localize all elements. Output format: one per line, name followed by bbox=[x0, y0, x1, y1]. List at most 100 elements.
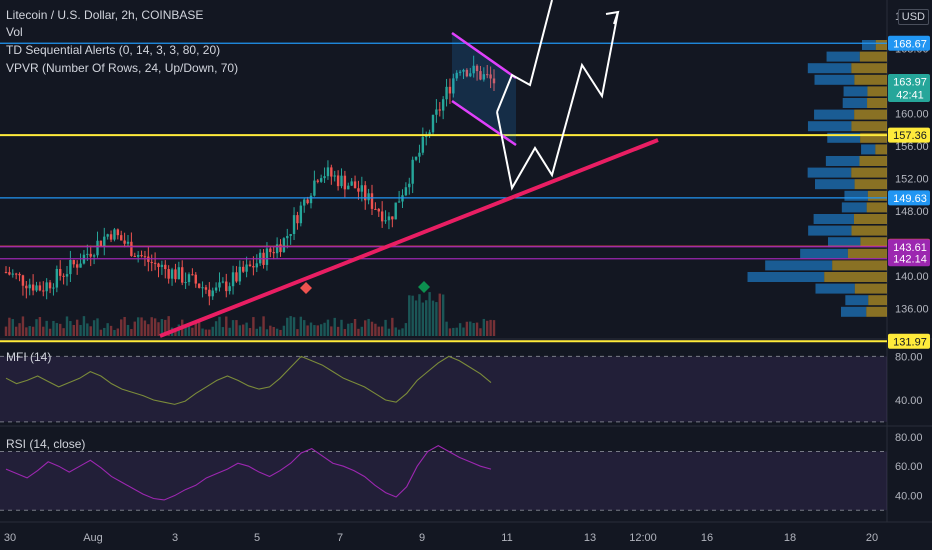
volume-profile-down-bar bbox=[851, 121, 887, 132]
volume-bar bbox=[489, 319, 492, 336]
volume-bar bbox=[377, 326, 380, 336]
volume-bar bbox=[401, 328, 404, 336]
candle-body bbox=[343, 175, 347, 190]
price-badge-label: 131.97 bbox=[893, 336, 927, 348]
volume-bar bbox=[462, 327, 465, 336]
price-badge-bg bbox=[888, 190, 930, 206]
volume-bar bbox=[303, 320, 306, 336]
candle-body bbox=[482, 74, 486, 80]
volume-bar bbox=[486, 320, 489, 336]
volume-bar bbox=[42, 326, 45, 336]
volume-bar bbox=[214, 321, 218, 336]
candle-body bbox=[248, 264, 252, 267]
candle-body bbox=[238, 266, 242, 282]
volume-bar bbox=[445, 321, 448, 336]
candle-body bbox=[150, 261, 153, 263]
candle-body bbox=[48, 282, 52, 289]
candle-body bbox=[136, 255, 140, 257]
candle-body bbox=[316, 180, 319, 182]
volume-bar bbox=[336, 326, 340, 336]
price-badge-bg bbox=[888, 333, 930, 349]
volume-bar bbox=[326, 319, 330, 336]
volume-profile-up-bar bbox=[814, 179, 855, 190]
volume-profile-up-bar bbox=[814, 74, 855, 85]
candle-body bbox=[72, 260, 75, 265]
volume-profile-down-bar bbox=[860, 132, 887, 143]
candle-body bbox=[143, 256, 147, 258]
candle-body bbox=[258, 252, 262, 264]
volume-bar bbox=[313, 325, 316, 336]
candle-body bbox=[489, 74, 492, 79]
volume-bar bbox=[408, 295, 411, 336]
candle-body bbox=[306, 199, 309, 204]
price-badge: 143.61 bbox=[888, 239, 930, 255]
volume-bar bbox=[99, 329, 103, 336]
volume-profile-up-bar bbox=[861, 144, 876, 155]
candle-body bbox=[28, 284, 31, 289]
price-badge-label: 163.97 bbox=[893, 76, 927, 88]
rsi-tick-label: 80.00 bbox=[895, 432, 923, 444]
volume-bar bbox=[364, 320, 367, 336]
candle-body bbox=[140, 255, 143, 257]
volume-profile-up-bar bbox=[807, 167, 852, 178]
volume-bar bbox=[126, 324, 130, 336]
currency-label[interactable]: USD bbox=[897, 9, 929, 25]
candle-body bbox=[208, 289, 211, 297]
volume-bar bbox=[299, 316, 303, 336]
candle-body bbox=[397, 201, 401, 203]
volume-bar bbox=[272, 326, 275, 336]
volume-bar bbox=[204, 329, 208, 336]
volume-bar bbox=[252, 317, 255, 336]
candle-body bbox=[445, 86, 448, 100]
volume-profile-up-bar bbox=[844, 190, 868, 201]
candle-body bbox=[235, 272, 238, 282]
volume-bar bbox=[62, 328, 65, 336]
candle-body bbox=[89, 253, 92, 257]
volume-bar bbox=[167, 316, 170, 336]
candle-body bbox=[384, 220, 387, 222]
volume-bar bbox=[109, 325, 113, 336]
volume-bar bbox=[52, 320, 55, 336]
volume-bar bbox=[269, 325, 272, 336]
candle-body bbox=[153, 262, 157, 264]
volume-bar bbox=[452, 327, 455, 336]
candle-body bbox=[69, 260, 72, 275]
volume-profile-up-bar bbox=[765, 260, 833, 271]
price-tick-label: 160.00 bbox=[895, 109, 929, 121]
volume-profile-down-bar bbox=[867, 190, 887, 201]
time-tick-label: 3 bbox=[172, 532, 178, 544]
candle-body bbox=[350, 181, 353, 186]
candle-body bbox=[86, 253, 89, 255]
volume-bar bbox=[18, 323, 21, 336]
volume-bar bbox=[353, 318, 357, 336]
candle-body bbox=[167, 269, 170, 279]
volume-bar bbox=[374, 323, 377, 336]
volume-bar bbox=[360, 326, 364, 336]
candle-body bbox=[330, 167, 333, 177]
price-badge: 142.14 bbox=[888, 251, 930, 267]
volume-bar bbox=[319, 324, 323, 336]
candle-body bbox=[52, 287, 55, 289]
price-badge: 131.97 bbox=[888, 333, 930, 349]
volume-bar bbox=[235, 320, 238, 336]
candle-body bbox=[431, 114, 435, 133]
candle-body bbox=[160, 264, 164, 268]
volume-profile-up-bar bbox=[815, 283, 855, 294]
volume-bar bbox=[25, 327, 28, 336]
candle-body bbox=[357, 188, 360, 192]
candle-body bbox=[228, 286, 231, 292]
candle-body bbox=[184, 282, 187, 284]
candle-body bbox=[31, 284, 35, 291]
candle-body bbox=[103, 236, 106, 247]
candle-body bbox=[106, 234, 109, 237]
volume-bar bbox=[238, 325, 242, 336]
candle-body bbox=[59, 268, 62, 276]
volume-bar bbox=[123, 316, 126, 336]
volume-bar bbox=[448, 328, 452, 336]
volume-bar bbox=[75, 319, 79, 336]
candle-body bbox=[292, 215, 296, 234]
vpvr-legend: VPVR (Number Of Rows, 24, Up/Down, 70) bbox=[6, 61, 239, 75]
